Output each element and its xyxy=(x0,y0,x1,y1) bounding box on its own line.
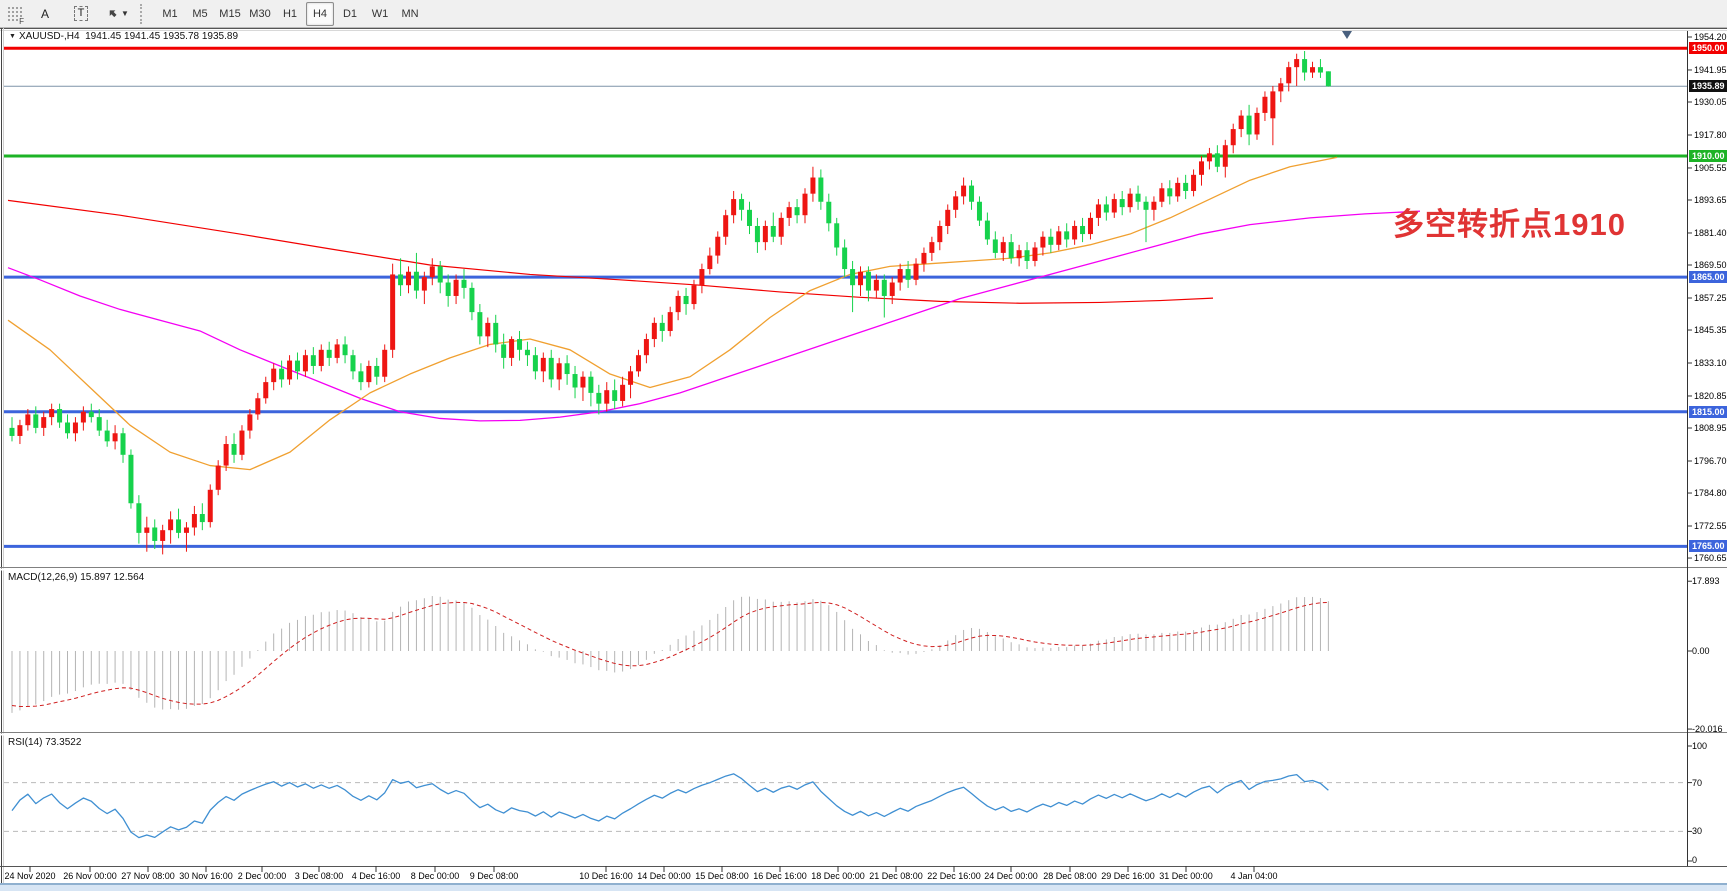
time-tick-label: 9 Dec 08:00 xyxy=(469,871,519,881)
price-tick-label: 1820.85 xyxy=(1694,390,1727,401)
time-tick-label: 22 Dec 16:00 xyxy=(927,871,981,881)
time-tick-label: 10 Dec 16:00 xyxy=(579,871,633,881)
time-tick-label: 30 Nov 16:00 xyxy=(179,871,233,881)
timeframe-button-M5[interactable]: M5 xyxy=(192,7,208,20)
time-tick-label: 29 Dec 16:00 xyxy=(1101,871,1155,881)
price-tick-label: 1893.65 xyxy=(1694,195,1727,205)
macd-tick-label: 17.893 xyxy=(1692,576,1720,587)
time-tick-label: 24 Nov 2020 xyxy=(4,871,56,881)
hline-price-badge: 1765.00 xyxy=(1689,540,1727,553)
price-tick-label: 1796.70 xyxy=(1694,455,1727,466)
price-tick-label: 1905.55 xyxy=(1694,162,1727,173)
hline-price-badge: 1910.00 xyxy=(1689,149,1727,162)
rsi-tick-label: 70 xyxy=(1692,777,1703,788)
price-tick-label: 1784.80 xyxy=(1694,488,1727,499)
price-tick-label: 1760.65 xyxy=(1694,553,1727,564)
toolbar-drag-handle-icon[interactable]: F xyxy=(7,5,25,26)
ohlc-values: 1941.45 1941.45 1935.78 1935.89 xyxy=(85,31,239,42)
price-tick-label: 1941.95 xyxy=(1694,64,1727,75)
price-tick-label: 1869.50 xyxy=(1694,260,1727,270)
rsi-tick-label: 100 xyxy=(1692,741,1708,751)
timeframe-button-H1[interactable]: H1 xyxy=(282,7,298,20)
price-tick-label: 1772.55 xyxy=(1694,521,1727,531)
time-tick-label: 26 Nov 00:00 xyxy=(63,871,117,881)
price-tick-label: 1954.20 xyxy=(1694,32,1727,42)
price-tick-label: 1845.35 xyxy=(1694,325,1727,336)
rsi-indicator-label: RSI(14) 73.3522 xyxy=(8,737,82,748)
price-tick-label: 1930.05 xyxy=(1694,97,1727,107)
time-tick-label: 31 Dec 00:00 xyxy=(1159,871,1213,881)
time-tick-label: 4 Jan 04:00 xyxy=(1230,871,1278,881)
rsi-tick-label: 30 xyxy=(1692,826,1703,837)
timeframe-button-H4[interactable]: H4 xyxy=(306,1,334,26)
arrows-icon xyxy=(109,9,117,17)
price-tick-label: 1808.95 xyxy=(1694,423,1727,433)
text-annotation-button[interactable]: A xyxy=(40,6,49,21)
price-tick-label: 1881.40 xyxy=(1694,227,1727,238)
timeframe-button-W1[interactable]: W1 xyxy=(371,7,389,20)
macd-tick-label: -20.016 xyxy=(1692,724,1723,735)
symbol-period-label: XAUUSD-,H4 xyxy=(18,31,80,42)
time-tick-label: 4 Dec 16:00 xyxy=(351,871,401,881)
time-tick-label: 3 Dec 08:00 xyxy=(294,871,344,881)
time-tick-label: 16 Dec 16:00 xyxy=(753,871,807,881)
time-tick-label: 28 Dec 08:00 xyxy=(1043,871,1097,881)
macd-tick-label: 0.00 xyxy=(1692,646,1710,656)
time-tick-label: 8 Dec 00:00 xyxy=(410,871,460,881)
hline-price-badge: 1865.00 xyxy=(1689,271,1727,284)
toolbar-separator xyxy=(140,3,149,24)
dropdown-caret-icon[interactable]: ▼ xyxy=(121,9,129,18)
price-tick-label: 1833.10 xyxy=(1694,358,1727,368)
chart-title: ▼ XAUUSD-,H4 1941.45 1941.45 1935.78 1935… xyxy=(9,31,238,42)
textbox-button[interactable]: T xyxy=(64,2,98,26)
time-tick-label: 15 Dec 08:00 xyxy=(695,871,749,881)
current-price-badge: 1935.89 xyxy=(1689,80,1727,93)
timeframe-button-M30[interactable]: M30 xyxy=(249,7,271,20)
hline-price-badge: 1815.00 xyxy=(1689,405,1727,418)
hline-price-badge: 1950.00 xyxy=(1689,42,1727,55)
time-tick-label: 14 Dec 00:00 xyxy=(637,871,691,881)
bottom-strip xyxy=(0,884,1727,891)
time-tick-label: 2 Dec 00:00 xyxy=(237,871,287,881)
time-tick-label: 18 Dec 00:00 xyxy=(811,871,865,881)
arrow-objects-button[interactable]: ▼ xyxy=(100,2,134,26)
time-tick-label: 21 Dec 08:00 xyxy=(869,871,923,881)
toolbar-handle-label: F xyxy=(18,16,25,26)
timeframe-button-M15[interactable]: M15 xyxy=(219,7,241,20)
time-tick-label: 24 Dec 00:00 xyxy=(984,871,1038,881)
price-tick-label: 1857.25 xyxy=(1694,292,1727,303)
timeframe-button-D1[interactable]: D1 xyxy=(342,7,358,20)
timeframe-button-MN[interactable]: MN xyxy=(401,7,419,20)
timeframe-toolbar: M1 M5 M15 M30 H1 H4 D1 W1 MN xyxy=(155,1,425,26)
collapse-triangle-icon[interactable]: ▼ xyxy=(9,33,16,40)
macd-indicator-label: MACD(12,26,9) 15.897 12.564 xyxy=(8,572,145,583)
rsi-tick-label: 0 xyxy=(1692,855,1698,865)
timeframe-button-M1[interactable]: M1 xyxy=(162,7,178,20)
time-tick-label: 27 Nov 08:00 xyxy=(121,871,175,881)
price-tick-label: 1917.80 xyxy=(1694,129,1727,140)
top-toolbar: F A T ▼ M1 M5 M15 M30 H1 H4 D1 W1 MN xyxy=(0,0,1727,28)
chart-annotation-text: 多空转折点1910 xyxy=(1393,207,1626,242)
